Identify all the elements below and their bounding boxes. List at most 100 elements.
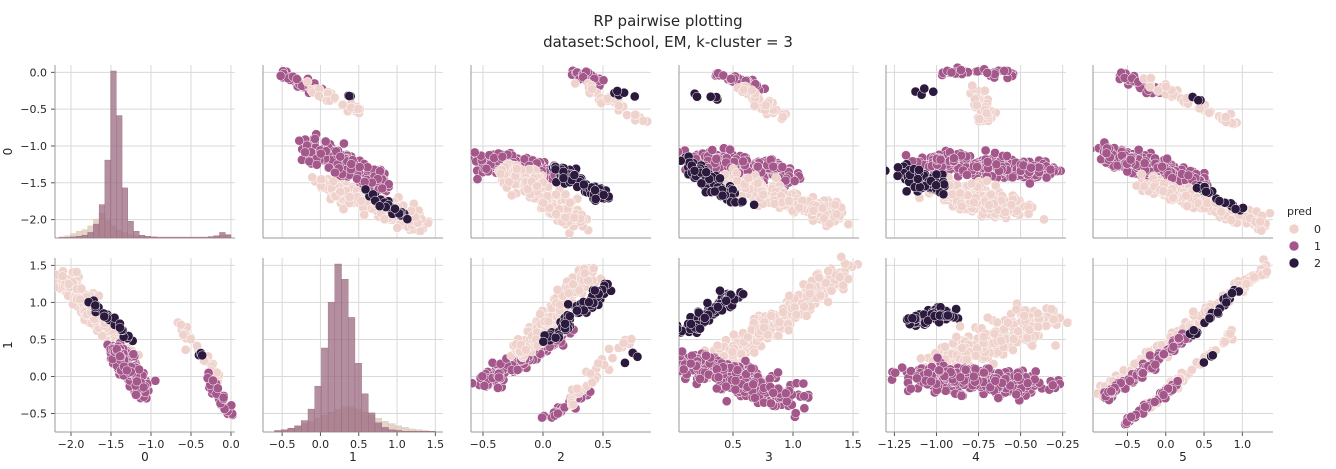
y-axis-label: 1 xyxy=(1,341,15,349)
scatter-point xyxy=(980,145,991,156)
scatter-point xyxy=(471,378,477,389)
scatter-point xyxy=(1026,162,1036,173)
scatter-point xyxy=(956,65,966,75)
scatter-point xyxy=(1255,216,1266,227)
scatter-point xyxy=(314,91,324,101)
scatter-point xyxy=(185,334,196,345)
x-tick-label: 0.5 xyxy=(724,438,742,451)
x-tick-label: 1.0 xyxy=(784,438,802,451)
scatter-point xyxy=(819,213,829,224)
scatter-point xyxy=(329,92,340,103)
scatter-point xyxy=(632,351,643,362)
scatter-point xyxy=(618,338,629,348)
scatter-point xyxy=(335,186,346,197)
scatter-point xyxy=(1139,158,1150,169)
scatter-point xyxy=(982,157,993,167)
scatter-point xyxy=(563,288,574,298)
scatter-point xyxy=(990,180,1001,191)
hist-bar xyxy=(361,393,369,433)
scatter-point xyxy=(578,179,589,190)
x-tick-label: −0.5 xyxy=(178,438,205,451)
hist-bar xyxy=(150,236,157,239)
scatter-point xyxy=(479,381,490,391)
scatter-point xyxy=(769,198,780,209)
scatter-point xyxy=(939,179,949,190)
scatter-point xyxy=(213,383,223,394)
scatter-point xyxy=(312,159,322,170)
scatter-point xyxy=(630,109,640,120)
scatter-point xyxy=(705,91,716,102)
scatter-point xyxy=(752,161,763,172)
scatter-point xyxy=(679,155,686,166)
y-tick-label: 1.0 xyxy=(30,296,48,309)
scatter-point xyxy=(560,212,571,223)
scatter-point xyxy=(551,209,561,219)
scatter-point xyxy=(328,176,339,187)
scatter-point xyxy=(598,75,609,86)
scatter-point xyxy=(359,209,370,220)
scatter-point xyxy=(737,196,748,207)
panel-r0-c5 xyxy=(1092,65,1275,239)
scatter-point xyxy=(590,194,601,204)
scatter-point xyxy=(607,353,618,363)
scatter-point xyxy=(315,148,326,159)
scatter-point xyxy=(777,162,788,172)
x-tick-label: 0.5 xyxy=(594,438,612,451)
scatter-point xyxy=(830,199,841,210)
hist-bar xyxy=(70,236,77,239)
scatter-point xyxy=(991,159,1002,170)
scatter-points xyxy=(679,252,863,422)
scatter-point xyxy=(1183,170,1194,181)
scatter-point xyxy=(57,271,68,282)
scatter-point xyxy=(914,165,924,175)
x-tick-label: 0.5 xyxy=(350,438,368,451)
scatter-point xyxy=(726,73,737,84)
scatter-point xyxy=(489,153,500,163)
scatter-point xyxy=(593,358,604,369)
scatter-point xyxy=(778,111,789,122)
scatter-point xyxy=(132,376,142,387)
scatter-point xyxy=(390,203,400,214)
scatter-point xyxy=(481,163,492,174)
scatter-point xyxy=(568,279,578,290)
scatter-point xyxy=(931,180,941,191)
scatter-point xyxy=(938,189,949,200)
scatter-point xyxy=(587,84,598,95)
scatter-point xyxy=(275,71,286,81)
scatter-point xyxy=(768,161,779,172)
scatter-point xyxy=(1145,82,1155,92)
scatter-point xyxy=(1158,186,1169,196)
x-tick-label: −0.5 xyxy=(269,438,296,451)
scatter-point xyxy=(307,172,318,183)
scatter-point xyxy=(957,201,967,212)
scatter-point xyxy=(493,383,503,393)
x-tick-label: −2.0 xyxy=(58,438,85,451)
scatter-point xyxy=(808,205,819,216)
hist-bar xyxy=(156,237,163,239)
y-tick-label: 0.0 xyxy=(30,370,48,383)
scatter-point xyxy=(1161,81,1171,92)
scatter-point xyxy=(1214,196,1225,206)
x-tick-label: 0.0 xyxy=(312,438,330,451)
scatter-point xyxy=(717,190,728,201)
scatter-point xyxy=(794,202,805,213)
panel-r0-c0: 0.0−0.5−1.0−1.5−2.00 xyxy=(1,65,235,239)
hist-bar xyxy=(341,279,349,433)
scatter-point xyxy=(218,392,229,403)
scatter-point xyxy=(495,168,506,179)
scatter-point xyxy=(487,357,498,368)
scatter-point xyxy=(122,365,132,376)
hist-bar xyxy=(184,237,192,239)
scatter-point xyxy=(330,167,340,178)
hist-bar xyxy=(93,223,100,239)
scatter-point xyxy=(477,371,488,382)
scatter-point xyxy=(613,101,624,111)
x-tick-label: 0.0 xyxy=(534,438,552,451)
scatter-point xyxy=(969,197,979,208)
scatter-point xyxy=(572,383,583,394)
scatter-point xyxy=(558,173,569,183)
hist-bar xyxy=(280,429,289,433)
scatter-points xyxy=(1093,67,1275,236)
y-tick-label: −0.5 xyxy=(20,103,47,116)
scatter-point xyxy=(604,344,614,354)
